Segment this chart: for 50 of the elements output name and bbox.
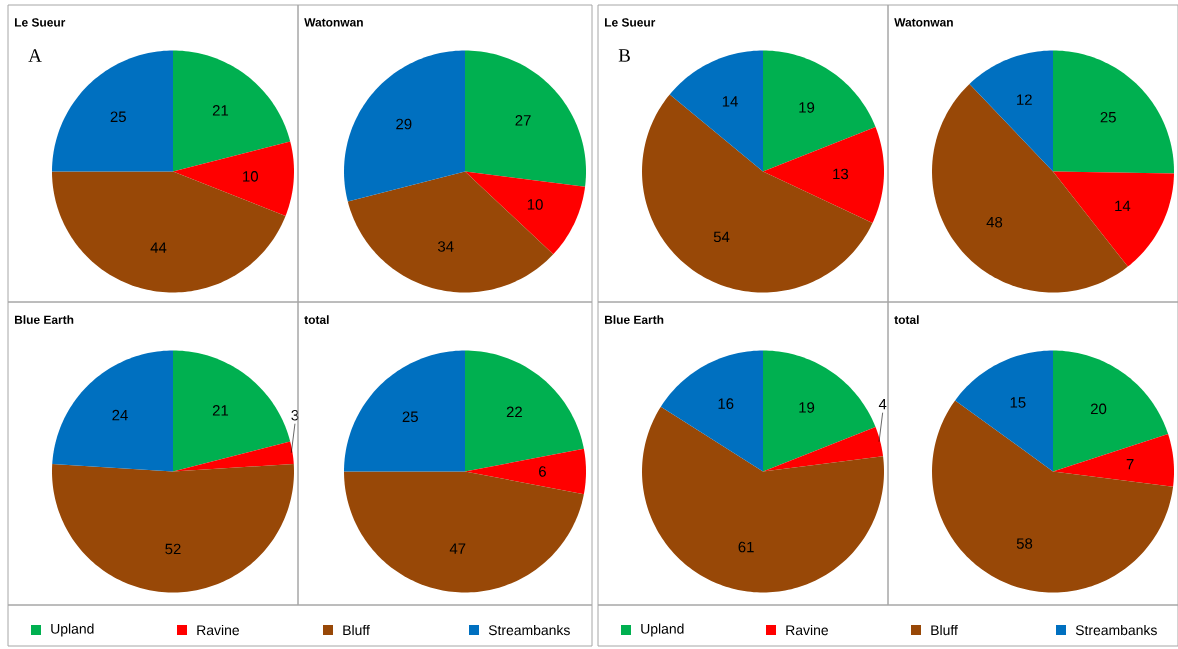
data-label: 52: [165, 543, 181, 555]
data-label: 25: [402, 411, 418, 423]
data-label: 14: [1115, 200, 1131, 212]
data-label: 25: [110, 111, 126, 123]
data-label: 10: [243, 171, 258, 182]
chart-title: Blue Earth: [15, 315, 74, 324]
data-label: 34: [437, 241, 454, 252]
legend-label: Ravine: [786, 624, 828, 636]
data-label: 54: [713, 231, 730, 243]
data-label: 19: [799, 402, 815, 413]
data-label: 4: [878, 399, 887, 410]
legend-label: Streambanks: [488, 624, 570, 636]
chart-title: Watonwan: [304, 18, 363, 27]
data-label: 3: [291, 409, 299, 421]
data-label: 20: [1090, 403, 1107, 415]
data-label: 44: [150, 242, 167, 253]
data-label: 10: [527, 199, 543, 210]
chart-title: Blue Earth: [605, 315, 664, 324]
data-label: 61: [738, 541, 754, 553]
legend-label: Upland: [641, 623, 684, 637]
data-label: 47: [449, 543, 466, 554]
text: B: [618, 49, 630, 62]
chart-title: Le Sueur: [15, 18, 66, 27]
text: A: [28, 49, 42, 62]
data-label: 58: [1016, 538, 1033, 549]
data-label: 16: [718, 398, 734, 409]
data-label: 21: [212, 105, 229, 116]
data-label: 13: [833, 168, 849, 180]
data-label: 48: [986, 216, 1003, 228]
data-label: 24: [112, 409, 128, 421]
chart-title: total: [304, 315, 329, 324]
legend-label: Streambanks: [1075, 624, 1157, 636]
data-label: 21: [212, 405, 229, 416]
data-label: 15: [1010, 397, 1026, 408]
data-label: 14: [722, 96, 738, 107]
chart-title: Le Sueur: [605, 18, 656, 27]
data-label: 25: [1100, 111, 1116, 123]
data-label: 6: [539, 466, 546, 477]
data-label: 22: [506, 406, 522, 418]
data-label: 12: [1017, 94, 1032, 105]
data-label: 29: [396, 118, 412, 130]
data-label: 19: [799, 102, 815, 113]
legend-label: Bluff: [343, 624, 370, 636]
chart-title: Watonwan: [894, 18, 953, 27]
data-label: 7: [1126, 459, 1134, 470]
chart-title: total: [894, 315, 919, 324]
legend-label: Bluff: [931, 624, 958, 636]
legend-label: Ravine: [197, 624, 239, 636]
data-label: 27: [515, 115, 531, 126]
legend-label: Upland: [51, 623, 94, 637]
